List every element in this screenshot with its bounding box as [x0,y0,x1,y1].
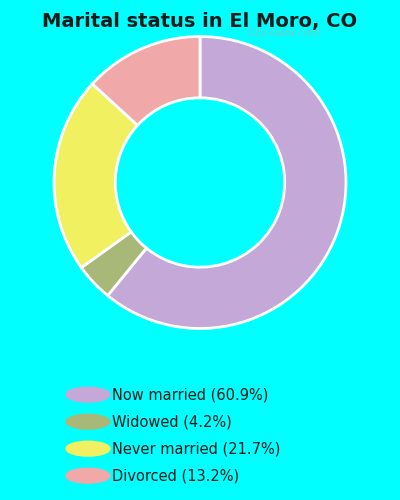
Circle shape [66,414,110,429]
Text: Widowed (4.2%): Widowed (4.2%) [112,414,232,429]
Wedge shape [54,84,138,268]
Circle shape [66,388,110,402]
Wedge shape [81,232,146,296]
Circle shape [66,442,110,456]
Circle shape [66,468,110,483]
Text: Now married (60.9%): Now married (60.9%) [112,387,268,402]
Text: Divorced (13.2%): Divorced (13.2%) [112,468,239,483]
Text: City-Data.com: City-Data.com [247,28,321,38]
Wedge shape [92,36,200,126]
Wedge shape [108,36,346,329]
Text: Never married (21.7%): Never married (21.7%) [112,441,280,456]
Text: Marital status in El Moro, CO: Marital status in El Moro, CO [42,12,358,32]
